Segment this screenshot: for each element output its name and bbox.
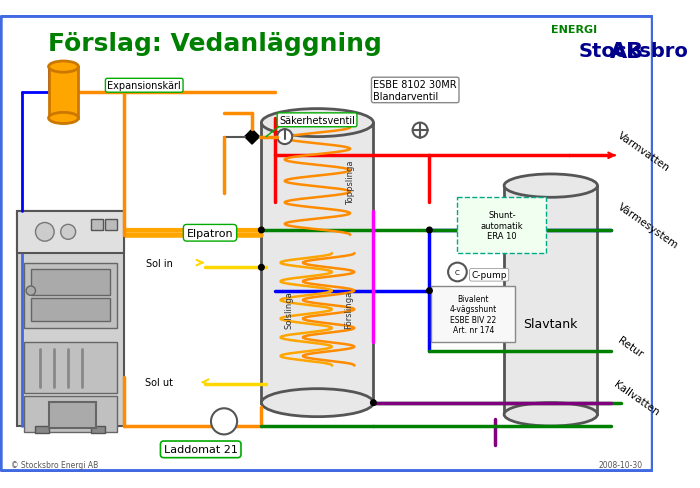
- Circle shape: [426, 228, 432, 233]
- Ellipse shape: [504, 175, 598, 198]
- FancyBboxPatch shape: [31, 269, 110, 296]
- Text: Laddomat 21: Laddomat 21: [164, 445, 237, 454]
- Circle shape: [36, 223, 54, 242]
- FancyBboxPatch shape: [25, 263, 117, 328]
- Text: Sol ut: Sol ut: [145, 377, 173, 387]
- FancyBboxPatch shape: [1, 17, 652, 471]
- Ellipse shape: [504, 403, 598, 426]
- Circle shape: [61, 225, 76, 240]
- Text: 2008-10-30: 2008-10-30: [598, 460, 643, 469]
- FancyBboxPatch shape: [106, 219, 117, 230]
- FancyBboxPatch shape: [48, 67, 78, 119]
- Circle shape: [370, 400, 376, 406]
- Circle shape: [26, 286, 36, 296]
- FancyBboxPatch shape: [25, 342, 117, 393]
- Text: Värmesystem: Värmesystem: [616, 202, 680, 250]
- FancyBboxPatch shape: [261, 123, 373, 403]
- Text: Sol in: Sol in: [146, 258, 173, 268]
- Text: ESBE 8102 30MR
Blandarventil: ESBE 8102 30MR Blandarventil: [373, 80, 457, 102]
- Text: Elpatron: Elpatron: [187, 228, 233, 238]
- Circle shape: [258, 228, 264, 233]
- Text: Förslag: Vedanläggning: Förslag: Vedanläggning: [48, 32, 382, 56]
- Ellipse shape: [261, 109, 373, 137]
- Text: C: C: [455, 269, 460, 275]
- FancyBboxPatch shape: [92, 219, 103, 230]
- Circle shape: [426, 288, 432, 294]
- Circle shape: [448, 263, 467, 282]
- Circle shape: [211, 408, 237, 434]
- Text: Solslinga: Solslinga: [285, 291, 294, 328]
- FancyBboxPatch shape: [431, 286, 515, 342]
- FancyBboxPatch shape: [457, 198, 546, 254]
- FancyBboxPatch shape: [17, 212, 124, 426]
- FancyBboxPatch shape: [17, 212, 124, 254]
- Circle shape: [277, 130, 292, 145]
- FancyBboxPatch shape: [50, 402, 96, 428]
- Text: Slavtank: Slavtank: [524, 317, 578, 330]
- Text: C-pump: C-pump: [471, 271, 507, 280]
- Ellipse shape: [261, 389, 373, 417]
- Text: Toppslinga: Toppslinga: [346, 160, 355, 204]
- FancyBboxPatch shape: [31, 299, 110, 322]
- Text: Förslinga: Förslinga: [344, 290, 353, 329]
- Text: AB: AB: [610, 41, 644, 61]
- FancyBboxPatch shape: [504, 186, 598, 414]
- Text: Shunt-
automatik
ERA 10: Shunt- automatik ERA 10: [481, 211, 524, 241]
- Text: ENERGI: ENERGI: [552, 25, 598, 35]
- Text: Säkerhetsventil: Säkerhetsventil: [279, 116, 355, 125]
- Text: Stocksbro: Stocksbro: [579, 42, 689, 61]
- Text: Varmvatten: Varmvatten: [616, 130, 672, 173]
- Text: © Stocksbro Energi AB: © Stocksbro Energi AB: [11, 460, 99, 469]
- Text: Kallvatten: Kallvatten: [612, 379, 660, 417]
- Polygon shape: [244, 130, 260, 145]
- Circle shape: [412, 123, 428, 138]
- Ellipse shape: [48, 113, 78, 124]
- Circle shape: [258, 265, 264, 270]
- FancyBboxPatch shape: [36, 426, 50, 433]
- Ellipse shape: [48, 62, 78, 73]
- FancyBboxPatch shape: [25, 396, 117, 432]
- Text: Retur: Retur: [616, 335, 645, 359]
- Text: Bivalent
4-vägsshunt
ESBE BIV 22
Art. nr 174: Bivalent 4-vägsshunt ESBE BIV 22 Art. nr…: [449, 294, 497, 334]
- FancyBboxPatch shape: [92, 426, 106, 433]
- Text: Expansionskärl: Expansionskärl: [107, 81, 181, 91]
